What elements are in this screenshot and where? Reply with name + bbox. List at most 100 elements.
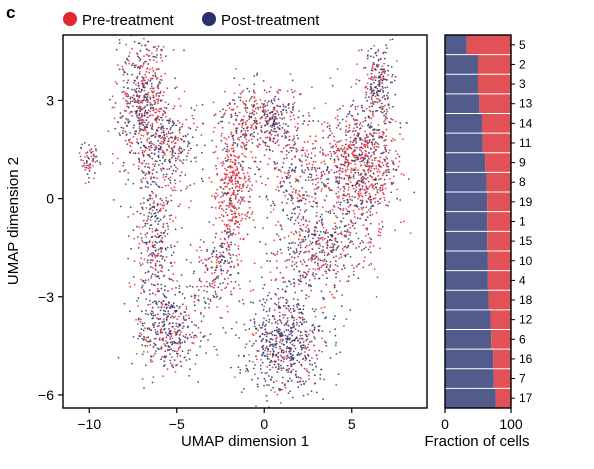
point-post-treatment	[176, 304, 178, 307]
point-post-treatment	[313, 344, 315, 347]
point-post-treatment	[183, 297, 186, 300]
point-post-treatment	[80, 159, 82, 161]
point-post-treatment	[355, 123, 358, 126]
point-pre-treatment	[269, 116, 271, 119]
point-pre-treatment	[374, 95, 377, 98]
point-post-treatment	[313, 328, 316, 330]
point-post-treatment	[239, 135, 242, 138]
point-post-treatment	[200, 177, 203, 180]
point-post-treatment	[270, 99, 273, 102]
point-post-treatment	[237, 207, 240, 209]
point-post-treatment	[283, 331, 286, 333]
point-post-treatment	[336, 240, 338, 243]
point-post-treatment	[320, 290, 323, 293]
point-post-treatment	[219, 255, 222, 258]
point-pre-treatment	[321, 259, 324, 262]
point-pre-treatment	[329, 77, 332, 79]
point-pre-treatment	[166, 368, 169, 371]
point-post-treatment	[301, 230, 304, 232]
point-pre-treatment	[214, 197, 217, 200]
point-post-treatment	[266, 216, 269, 219]
point-post-treatment	[140, 90, 143, 92]
point-post-treatment	[114, 102, 117, 104]
point-post-treatment	[289, 337, 291, 340]
point-pre-treatment	[385, 171, 387, 174]
point-pre-treatment	[276, 336, 278, 339]
point-pre-treatment	[293, 309, 296, 312]
point-post-treatment	[302, 217, 305, 220]
point-post-treatment	[284, 314, 287, 316]
point-post-treatment	[236, 115, 239, 117]
point-pre-treatment	[378, 227, 381, 230]
point-pre-treatment	[377, 203, 380, 205]
point-post-treatment	[122, 90, 125, 93]
point-post-treatment	[361, 109, 364, 112]
point-pre-treatment	[158, 337, 161, 340]
point-post-treatment	[300, 352, 302, 355]
point-post-treatment	[378, 163, 380, 166]
point-pre-treatment	[171, 337, 174, 339]
point-pre-treatment	[354, 130, 357, 132]
point-pre-treatment	[176, 350, 178, 353]
point-pre-treatment	[400, 173, 403, 175]
point-post-treatment	[362, 159, 365, 162]
point-pre-treatment	[111, 162, 114, 164]
point-post-treatment	[314, 261, 316, 264]
point-post-treatment	[155, 171, 158, 174]
point-post-treatment	[378, 75, 381, 77]
point-post-treatment	[347, 275, 350, 278]
point-pre-treatment	[337, 206, 340, 209]
point-post-treatment	[385, 174, 388, 177]
point-pre-treatment	[299, 175, 302, 178]
point-post-treatment	[381, 82, 384, 84]
point-post-treatment	[315, 201, 317, 204]
point-post-treatment	[305, 294, 308, 297]
point-pre-treatment	[350, 167, 353, 170]
point-post-treatment	[142, 129, 145, 132]
point-post-treatment	[315, 391, 318, 394]
point-pre-treatment	[371, 183, 373, 186]
point-post-treatment	[145, 364, 147, 367]
point-pre-treatment	[284, 305, 286, 307]
point-pre-treatment	[127, 216, 130, 218]
point-post-treatment	[294, 142, 297, 145]
point-pre-treatment	[328, 253, 330, 256]
point-post-treatment	[385, 51, 387, 54]
point-pre-treatment	[220, 254, 223, 256]
point-post-treatment	[360, 154, 362, 157]
point-pre-treatment	[260, 116, 263, 119]
point-pre-treatment	[271, 322, 273, 325]
point-pre-treatment	[292, 202, 294, 205]
point-post-treatment	[336, 176, 338, 179]
point-pre-treatment	[292, 114, 295, 117]
point-pre-treatment	[82, 159, 85, 162]
point-post-treatment	[291, 334, 294, 337]
point-pre-treatment	[132, 135, 135, 138]
point-post-treatment	[259, 335, 261, 337]
point-post-treatment	[131, 111, 133, 113]
point-post-treatment	[255, 340, 257, 342]
point-pre-treatment	[276, 253, 278, 256]
point-post-treatment	[298, 353, 301, 356]
point-pre-treatment	[367, 142, 369, 145]
point-post-treatment	[253, 119, 256, 122]
point-post-treatment	[300, 200, 303, 202]
point-post-treatment	[318, 167, 321, 170]
point-post-treatment	[287, 324, 290, 327]
point-pre-treatment	[227, 277, 230, 280]
point-pre-treatment	[379, 189, 382, 192]
point-post-treatment	[304, 251, 306, 253]
point-post-treatment	[239, 372, 242, 374]
point-pre-treatment	[275, 188, 278, 191]
point-pre-treatment	[314, 183, 317, 186]
point-pre-treatment	[272, 208, 275, 211]
point-post-treatment	[362, 266, 365, 269]
point-post-treatment	[346, 198, 349, 201]
point-pre-treatment	[215, 196, 217, 199]
point-post-treatment	[165, 307, 168, 310]
point-post-treatment	[215, 293, 217, 295]
point-pre-treatment	[166, 168, 169, 171]
point-pre-treatment	[343, 148, 345, 150]
point-pre-treatment	[357, 105, 359, 108]
point-pre-treatment	[366, 211, 368, 214]
